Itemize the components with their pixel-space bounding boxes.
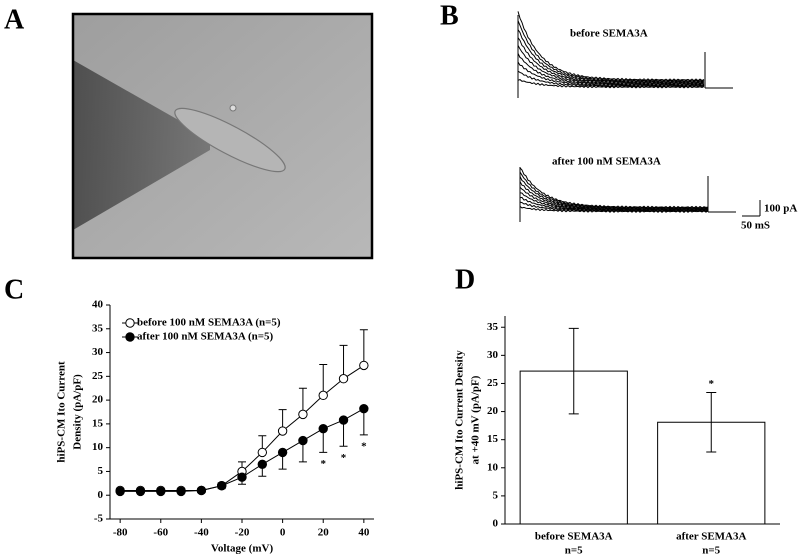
panel-label: D <box>455 264 475 295</box>
x-tick-label: -60 <box>153 527 168 539</box>
legend-label: after 100 nM SEMA3A (n=5) <box>137 331 274 343</box>
trace <box>517 11 705 82</box>
data-point <box>277 426 288 436</box>
y-tick-label: 20 <box>487 405 499 417</box>
data-point <box>115 486 125 497</box>
sample-size: n=5 <box>702 545 720 556</box>
y-tick-label: 15 <box>487 433 499 445</box>
data-point <box>277 447 288 458</box>
y-tick-label: 10 <box>92 441 104 453</box>
trace <box>517 53 705 86</box>
micrograph <box>71 12 374 260</box>
y-tick-label: 20 <box>92 394 104 406</box>
y-tick-label: 25 <box>92 370 104 382</box>
data-point <box>196 485 207 496</box>
data-point <box>318 390 328 401</box>
y-axis-label: hiPS-CM Ito Current Density <box>454 350 466 490</box>
y-tick-label: 30 <box>92 346 104 358</box>
error-bar <box>319 363 328 396</box>
error-bar <box>568 327 579 415</box>
trace <box>519 201 709 213</box>
x-tick-label: -40 <box>194 527 209 539</box>
trace <box>517 70 705 88</box>
y-tick-label: 0 <box>98 489 104 501</box>
significance-mark: * <box>709 378 715 390</box>
trace <box>517 61 705 87</box>
y-tick-label: 0 <box>493 518 499 530</box>
error-bar <box>339 344 348 379</box>
error-bar <box>359 329 368 366</box>
data-point <box>216 481 227 491</box>
data-point <box>338 374 349 384</box>
trace-label: after 100 nM SEMA3A <box>552 156 661 168</box>
trace <box>519 196 709 212</box>
trace <box>517 15 733 98</box>
y-tick-label: 35 <box>92 322 104 334</box>
panel-label: A <box>4 4 25 35</box>
x-tick-label: 20 <box>318 527 330 539</box>
y-axis-label: at +40 mV (pA/pF) <box>470 375 482 464</box>
panel-label: B <box>440 0 459 31</box>
significance-mark: * <box>320 458 326 470</box>
data-point <box>176 486 186 497</box>
y-tick-label: 15 <box>92 417 104 429</box>
legend-label: before 100 nM SEMA3A (n=5) <box>137 317 281 329</box>
trace <box>517 20 705 83</box>
significance-mark: * <box>341 452 347 464</box>
data-point <box>135 486 146 497</box>
sample-size: n=5 <box>565 545 583 556</box>
y-tick-label: 5 <box>493 489 499 501</box>
trace <box>517 37 705 84</box>
legend-marker <box>125 332 135 342</box>
trace-label: before SEMA3A <box>570 28 648 40</box>
y-tick-label: 35 <box>487 321 499 333</box>
trace <box>517 79 705 89</box>
data-point <box>359 403 369 414</box>
trace <box>517 45 705 85</box>
trace <box>519 167 736 222</box>
data-point <box>237 472 247 482</box>
trace <box>517 29 705 84</box>
y-tick-label: -5 <box>94 513 104 525</box>
y-tick-label: 25 <box>487 377 499 389</box>
data-point <box>257 459 268 470</box>
significance-mark: * <box>361 440 367 452</box>
legend-marker <box>125 318 135 328</box>
y-tick-label: 30 <box>487 349 499 361</box>
y-tick-label: 10 <box>487 461 499 473</box>
current-traces <box>517 11 736 222</box>
scale-label: 50 mS <box>741 220 770 232</box>
y-axis-label: Density (pA/pF) <box>72 374 84 450</box>
panel-label: C <box>4 274 24 305</box>
data-point <box>298 409 308 420</box>
x-tick-label: 40 <box>358 527 370 539</box>
x-tick-label: -20 <box>235 527 250 539</box>
trace <box>519 167 709 209</box>
data-point <box>298 435 308 446</box>
x-axis-label: Voltage (mV) <box>211 543 274 555</box>
scale-label: 100 pA <box>764 203 797 215</box>
scale-bar <box>742 200 761 217</box>
y-tick-label: 5 <box>98 465 104 477</box>
x-tick-label: -80 <box>113 527 128 539</box>
y-tick-label: 40 <box>92 299 104 311</box>
data-point <box>257 447 268 458</box>
data-point <box>359 360 369 371</box>
x-tick-label: 0 <box>280 527 286 539</box>
data-point <box>156 486 166 497</box>
data-point <box>338 415 349 425</box>
data-point <box>318 423 328 434</box>
error-bar <box>706 391 717 453</box>
x-tick-label: after SEMA3A <box>676 531 746 543</box>
y-axis-label: hiPS-CM Ito Current <box>56 361 68 463</box>
x-tick-label: before SEMA3A <box>535 531 613 543</box>
